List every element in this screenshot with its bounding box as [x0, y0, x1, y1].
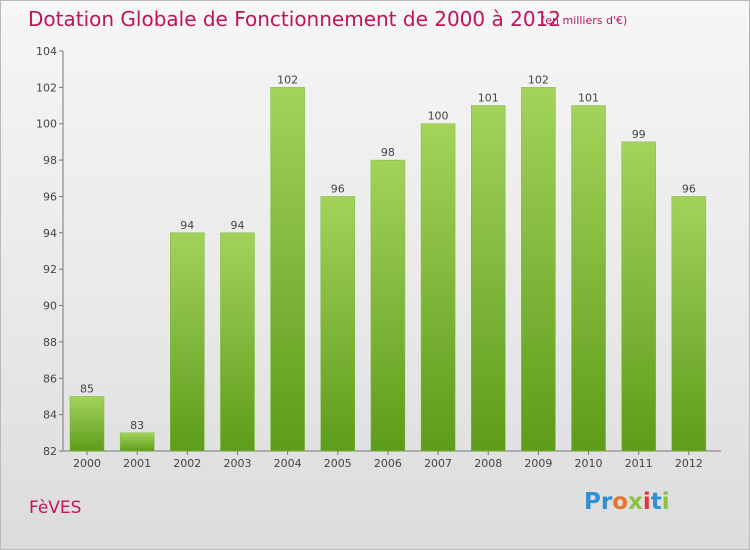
data-label: 99: [632, 128, 646, 141]
x-tick-label: 2012: [675, 457, 703, 470]
logo-letter: t: [650, 489, 662, 515]
x-tick-label: 2005: [324, 457, 352, 470]
logo-letter: r: [600, 489, 613, 515]
bar: [119, 432, 155, 452]
y-tick-label: 96: [43, 190, 57, 203]
data-label: 102: [277, 73, 298, 86]
chart-title: Dotation Globale de Fonctionnement de 20…: [28, 7, 561, 31]
x-tick-label: 2011: [625, 457, 653, 470]
axes: 82 84 86 88 90 92 94 96 98 100 102 104 2000 2001 2002 2…: [36, 45, 721, 470]
y-tick-label: 86: [43, 372, 57, 385]
data-label: 101: [478, 92, 499, 105]
x-tick-label: 2001: [123, 457, 151, 470]
x-tick-label: 2002: [173, 457, 201, 470]
y-tick-label: 82: [43, 445, 57, 458]
data-label: 96: [682, 182, 696, 195]
bar: [370, 159, 406, 452]
data-label: 101: [578, 92, 599, 105]
y-tick-label: 92: [43, 263, 57, 276]
bar: [170, 232, 205, 452]
logo-letter: P: [584, 489, 601, 515]
x-tick-label: 2007: [424, 457, 452, 470]
bars: [69, 87, 707, 452]
data-label: 83: [130, 419, 144, 432]
x-tick-label: 2006: [374, 457, 402, 470]
bar: [420, 123, 456, 452]
bar: [621, 141, 656, 452]
y-tick-label: 104: [36, 45, 57, 58]
logo-letter: i: [642, 489, 651, 515]
bar: [521, 87, 556, 452]
x-tick-label: 2010: [575, 457, 603, 470]
logo-letter: o: [612, 489, 629, 515]
proxiti-logo[interactable]: Proxiti: [584, 489, 670, 515]
data-label: 98: [381, 146, 395, 159]
y-tick-label: 98: [43, 154, 57, 167]
bar: [220, 232, 255, 452]
x-tick-label: 2009: [524, 457, 552, 470]
chart-subtitle: (en milliers d'€): [541, 14, 628, 27]
bar: [470, 105, 506, 452]
y-tick-label: 90: [43, 300, 57, 313]
bar: [320, 196, 356, 452]
bar: [270, 87, 305, 452]
x-tick-label: 2000: [73, 457, 101, 470]
data-label: 96: [331, 182, 345, 195]
x-tick-label: 2004: [274, 457, 302, 470]
logo-letter: x: [628, 489, 643, 515]
data-label: 85: [80, 382, 94, 395]
bar: [571, 105, 606, 452]
y-tick-label: 94: [43, 227, 57, 240]
x-tick-label: 2003: [223, 457, 251, 470]
data-label: 102: [528, 73, 549, 86]
commune-name: FèVES: [29, 498, 82, 518]
bar: [671, 196, 707, 452]
bar: [69, 396, 105, 452]
y-tick-label: 100: [36, 118, 57, 131]
data-label: 94: [230, 219, 244, 232]
y-tick-label: 88: [43, 336, 57, 349]
data-labels: 85 83 94 94 102 96 98 100 101 102 101 99 96: [80, 73, 696, 431]
y-tick-label: 84: [43, 409, 57, 422]
data-label: 94: [180, 219, 194, 232]
data-label: 100: [428, 110, 449, 123]
logo-letter: i: [661, 489, 670, 515]
x-tick-label: 2008: [474, 457, 502, 470]
y-tick-label: 102: [36, 81, 57, 94]
